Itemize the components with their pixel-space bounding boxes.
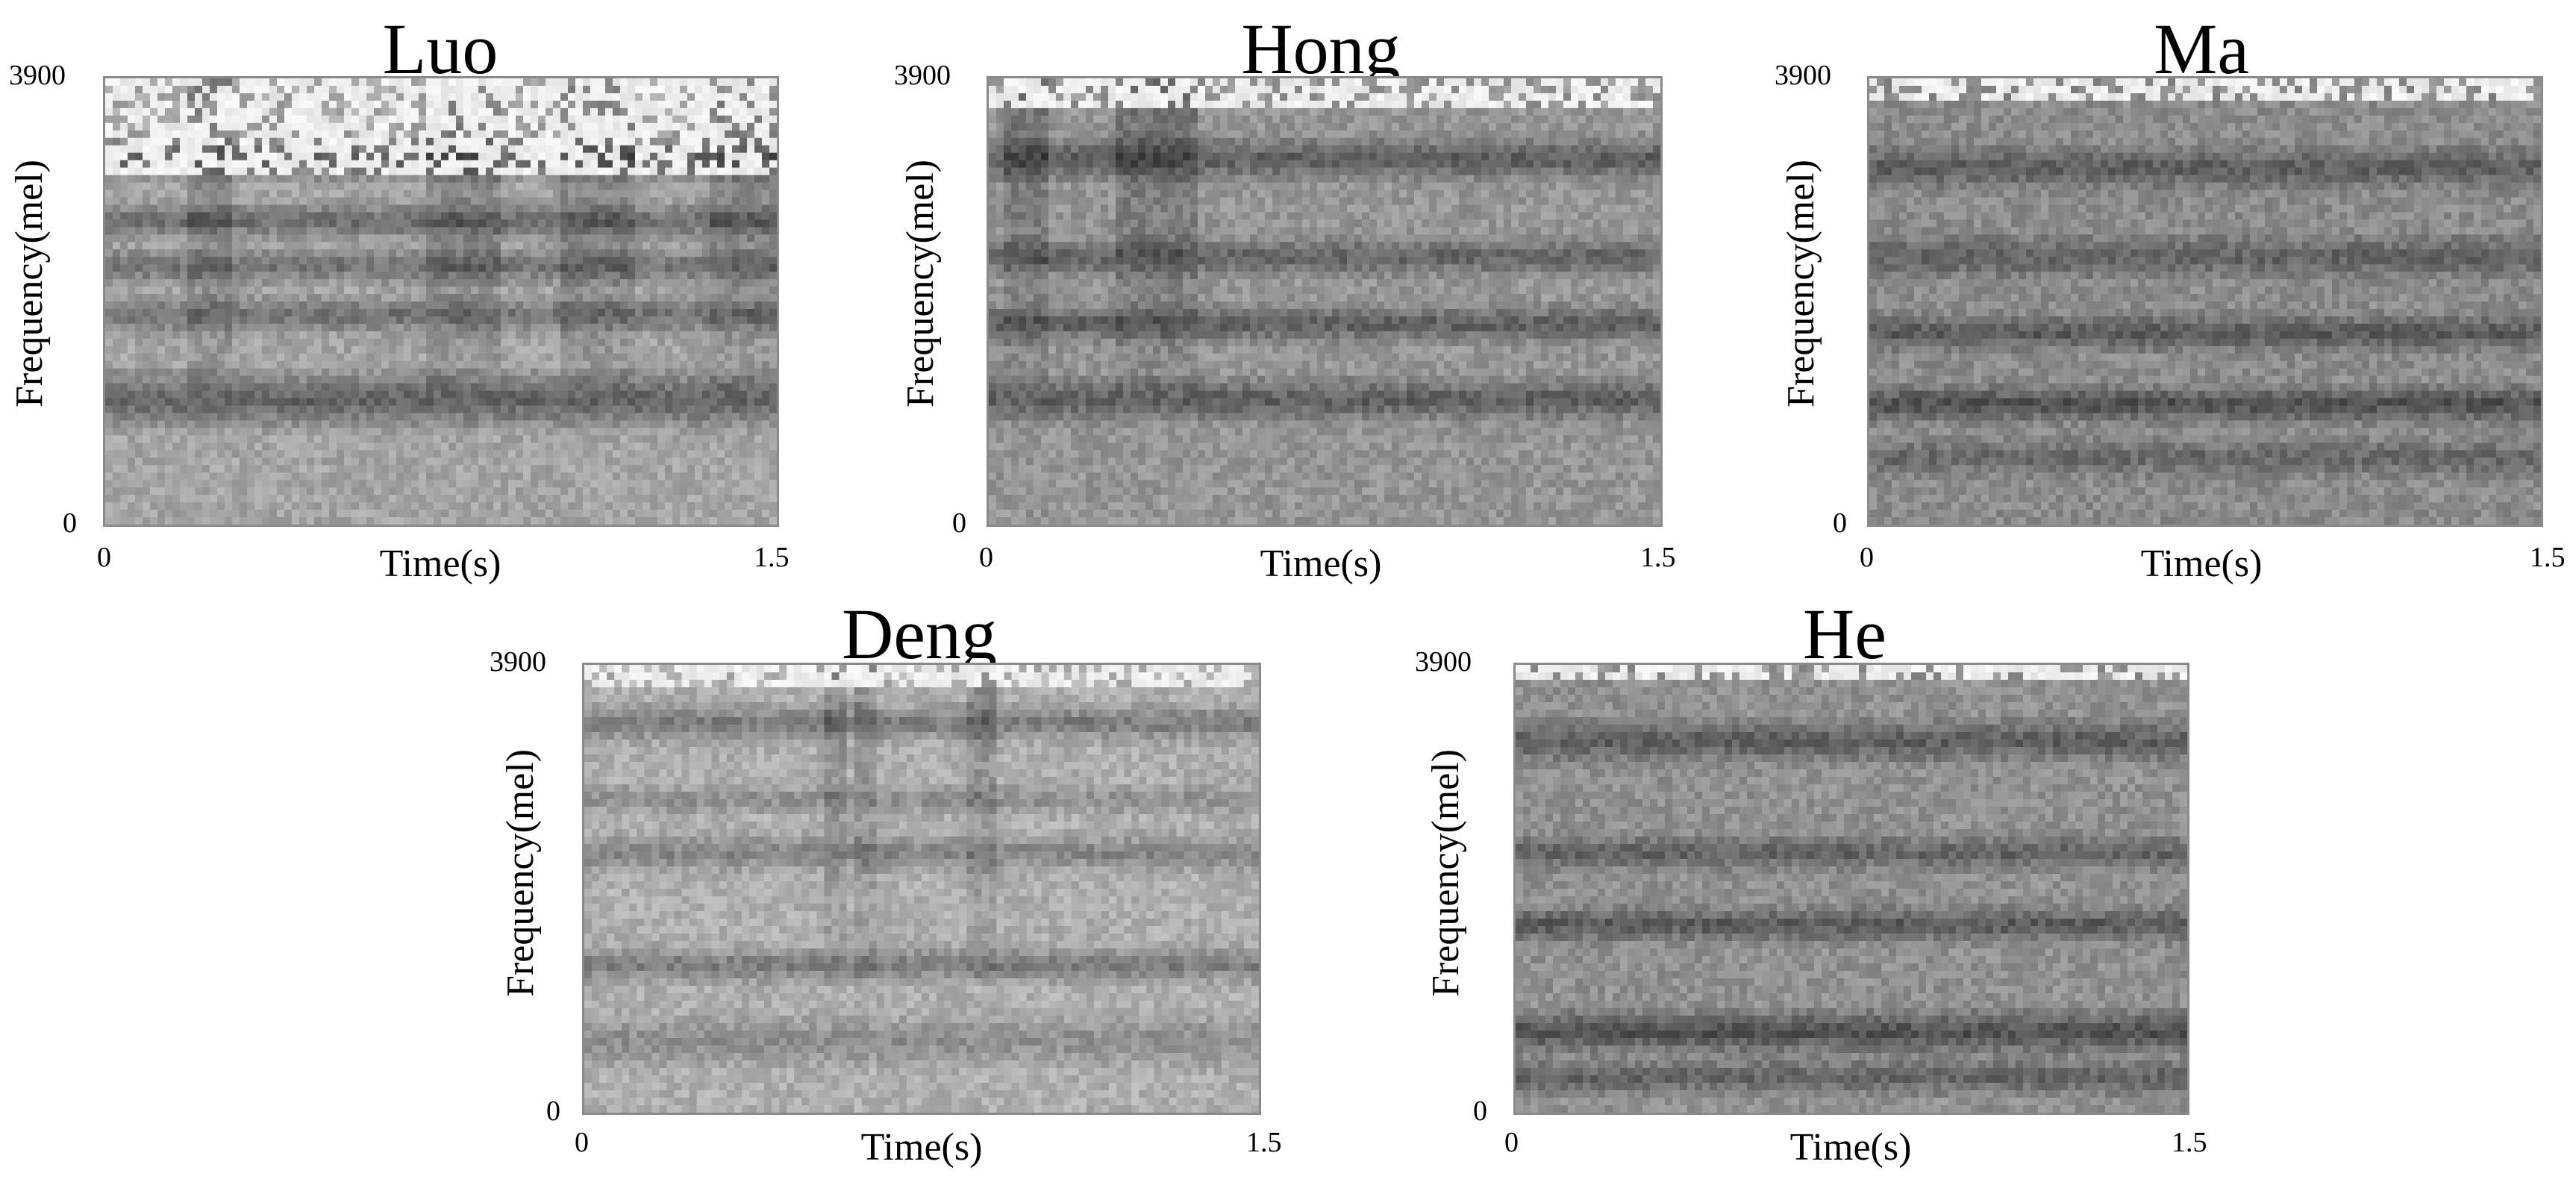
panel-title: Deng <box>584 598 1255 670</box>
panel-title: Luo <box>104 13 776 85</box>
y-tick-max: 3900 <box>1775 61 1831 90</box>
panel-title: He <box>1509 598 2180 670</box>
y-tick-max: 3900 <box>1415 648 1472 676</box>
panel-title: Ma <box>1866 13 2537 85</box>
spectrogram-panel-deng: Deng 3900 0 Frequency(mel) 0 1.5 Time(s) <box>478 590 1313 1188</box>
spectrogram-texture <box>1516 665 2187 1113</box>
spectrogram-texture <box>105 78 777 525</box>
x-tick-max: 1.5 <box>754 543 790 572</box>
y-axis-label: Frequency(mel) <box>899 160 942 407</box>
x-tick-max: 1.5 <box>2172 1128 2207 1157</box>
x-tick-min: 0 <box>575 1128 589 1157</box>
x-axis-label: Time(s) <box>810 1128 1034 1167</box>
x-axis-label: Time(s) <box>1739 1128 1963 1167</box>
y-tick-min: 0 <box>1833 509 1847 537</box>
x-tick-max: 1.5 <box>1246 1128 1282 1157</box>
spectrogram-image <box>987 76 1663 527</box>
spectrogram-panel-luo: Luo 3900 0 Frequency(mel) 0 1.5 Time(s) <box>0 0 836 597</box>
y-tick-min: 0 <box>63 509 77 537</box>
y-tick-min: 0 <box>952 509 966 537</box>
y-tick-max: 3900 <box>9 61 66 90</box>
spectrogram-texture <box>989 78 1660 525</box>
spectrogram-texture <box>1869 78 2541 525</box>
x-tick-min: 0 <box>1504 1128 1519 1157</box>
x-tick-min: 0 <box>1860 543 1874 572</box>
x-axis-label: Time(s) <box>328 545 552 584</box>
spectrogram-image <box>1513 663 2189 1115</box>
spectrogram-image <box>1867 76 2543 527</box>
spectrogram-panel-he: He 3900 0 Frequency(mel) 0 1.5 Time(s) <box>1403 590 2239 1188</box>
y-tick-min: 0 <box>546 1097 560 1125</box>
y-tick-max: 3900 <box>894 61 951 90</box>
y-tick-min: 0 <box>1473 1097 1487 1125</box>
x-axis-label: Time(s) <box>1209 545 1433 584</box>
y-axis-label: Frequency(mel) <box>499 749 542 997</box>
spectrogram-image <box>103 76 779 527</box>
spectrogram-panel-hong: Hong 3900 0 Frequency(mel) 0 1.5 Time(s) <box>881 0 1716 597</box>
y-axis-label: Frequency(mel) <box>8 160 51 407</box>
panel-title: Hong <box>985 13 1657 85</box>
x-tick-max: 1.5 <box>2530 543 2566 572</box>
x-tick-max: 1.5 <box>1640 543 1676 572</box>
x-tick-min: 0 <box>97 543 111 572</box>
y-tick-max: 3900 <box>490 648 546 676</box>
spectrogram-texture <box>584 665 1259 1113</box>
x-tick-min: 0 <box>979 543 993 572</box>
y-axis-label: Frequency(mel) <box>1780 160 1822 407</box>
x-axis-label: Time(s) <box>2089 545 2313 584</box>
y-axis-label: Frequency(mel) <box>1425 749 1467 997</box>
spectrogram-image <box>582 663 1261 1115</box>
spectrogram-panel-ma: Ma 3900 0 Frequency(mel) 0 1.5 Time(s) <box>1761 0 2576 597</box>
